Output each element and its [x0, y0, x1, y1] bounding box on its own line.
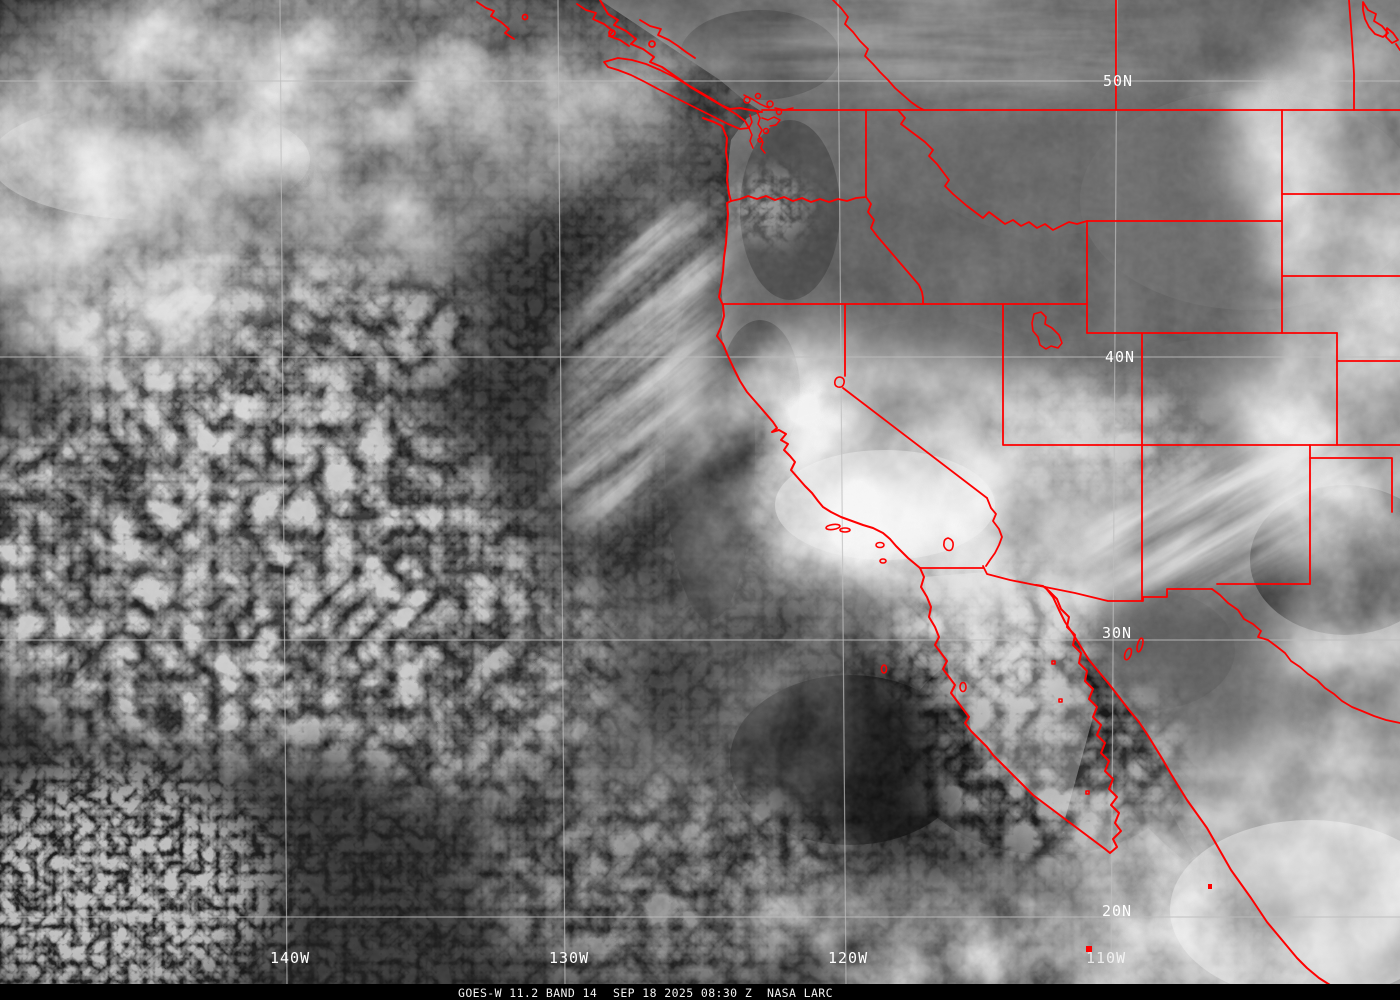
coast-marker-dot	[1208, 884, 1212, 889]
map-overlay	[476, 0, 1400, 985]
grid-labels: 50N 40N 30N 20N 140W 130W 120W 110W	[270, 72, 1135, 967]
lon-label-120w: 120W	[828, 949, 868, 967]
lon-label-110w: 110W	[1086, 949, 1126, 967]
gridline-140w	[279, 0, 288, 985]
lakes-and-islands	[825, 311, 1144, 795]
caption-satellite-id: GOES-W 11.2 BAND 14	[458, 986, 598, 1000]
state-borders	[722, 0, 1400, 724]
storm-markers	[1086, 884, 1212, 952]
storm-marker-dot	[1086, 946, 1092, 952]
lon-label-140w: 140W	[270, 949, 310, 967]
gridline-120w	[837, 0, 847, 985]
salton-sea	[943, 537, 954, 552]
caption-credit: NASA LARC	[767, 986, 833, 1000]
caption-datetime: SEP 18 2025 08:30 Z	[613, 986, 753, 1000]
natural-borders	[730, 0, 1088, 305]
lat-label-40n: 40N	[1105, 348, 1135, 366]
lat-label-30n: 30N	[1102, 624, 1132, 642]
lon-label-130w: 130W	[549, 949, 589, 967]
lat-label-20n: 20N	[1102, 902, 1132, 920]
gridline-110w	[1110, 0, 1118, 985]
puget-sound	[743, 92, 794, 154]
great-salt-lake	[1031, 311, 1063, 350]
lake-tahoe	[834, 376, 845, 388]
lat-label-50n: 50N	[1103, 72, 1133, 90]
coastline	[599, 0, 1331, 985]
caption-bar: GOES-W 11.2 BAND 14 SEP 18 2025 08:30 Z …	[0, 984, 1400, 1000]
gridline-130w	[557, 0, 566, 985]
